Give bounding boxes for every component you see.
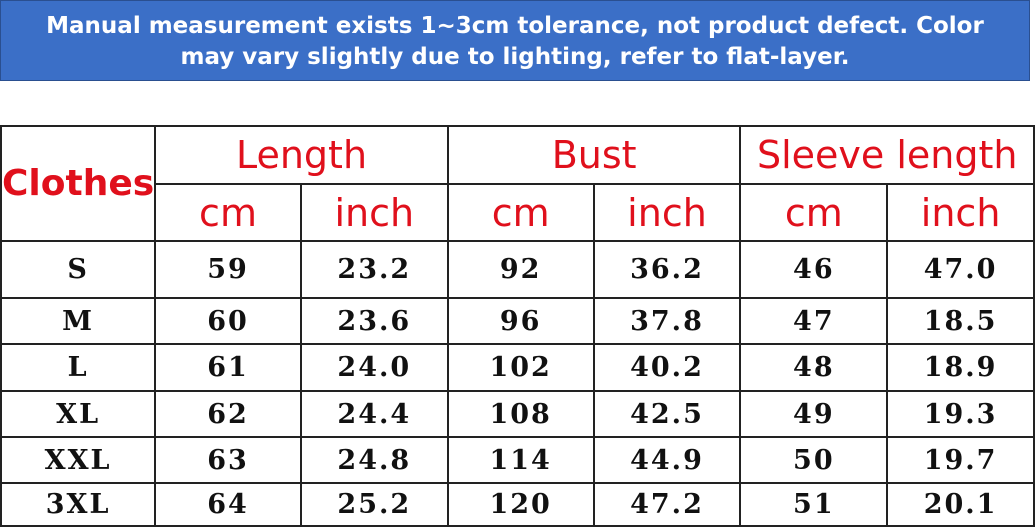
- value-cell: 23.2: [299, 240, 449, 299]
- value-cell: 51: [739, 482, 889, 527]
- group-header: Bust: [446, 125, 742, 185]
- value-cell: 47: [739, 297, 889, 345]
- value-cell: 114: [446, 436, 595, 484]
- notice-line: may vary slightly due to lighting, refer…: [180, 44, 850, 70]
- group-header: Length: [154, 125, 449, 185]
- value-cell: 96: [446, 297, 595, 345]
- value-cell: 47.2: [592, 482, 742, 527]
- unit-header: cm: [446, 183, 595, 242]
- unit-header: cm: [154, 183, 302, 242]
- value-cell: 36.2: [592, 240, 742, 299]
- value-cell: 19.7: [886, 436, 1035, 484]
- value-cell: 120: [446, 482, 595, 527]
- size-cell: M: [0, 297, 157, 345]
- value-cell: 20.1: [886, 482, 1035, 527]
- value-cell: 64: [154, 482, 302, 527]
- notice-line: Manual measurement exists 1~3cm toleranc…: [46, 13, 984, 39]
- value-cell: 62: [154, 390, 302, 438]
- value-cell: 37.8: [592, 297, 742, 345]
- unit-row: cm inch cm inch cm inch: [1, 183, 1035, 242]
- unit-header: inch: [592, 183, 742, 242]
- size-cell: XL: [0, 390, 157, 438]
- value-cell: 61: [154, 343, 302, 392]
- value-cell: 19.3: [886, 390, 1035, 438]
- value-cell: 50: [739, 436, 889, 484]
- size-cell: L: [0, 343, 157, 392]
- header-row: Clothes Length Bust Sleeve length: [0, 125, 1035, 242]
- unit-header: inch: [299, 183, 449, 242]
- size-row: L 61 24.0 102 40.2 48 18.9: [0, 343, 1035, 392]
- size-row: XL 62 24.4 108 42.5 49 19.3: [0, 390, 1035, 438]
- value-cell: 49: [739, 390, 889, 438]
- size-table: Clothes Length Bust Sleeve length cm inch cm in…: [0, 125, 1035, 527]
- value-cell: 92: [446, 240, 595, 299]
- value-cell: 18.9: [886, 343, 1035, 392]
- value-cell: 102: [446, 343, 595, 392]
- size-cell: S: [0, 240, 157, 299]
- value-cell: 108: [446, 390, 595, 438]
- size-row: S 59 23.2 92 36.2 46 47.0: [0, 240, 1035, 299]
- value-cell: 25.2: [299, 482, 449, 527]
- value-cell: 48: [739, 343, 889, 392]
- size-row: 3XL 64 25.2 120 47.2 51 20.1: [0, 482, 1035, 527]
- corner-cell: Clothes: [0, 125, 157, 242]
- value-cell: 24.4: [299, 390, 449, 438]
- notice-banner: Manual measurement exists 1~3cm toleranc…: [0, 0, 1030, 81]
- group-header: Sleeve length: [739, 125, 1035, 185]
- size-row: XXL 63 24.8 114 44.9 50 19.7: [0, 436, 1035, 484]
- size-cell: 3XL: [0, 482, 157, 527]
- value-cell: 44.9: [592, 436, 742, 484]
- value-cell: 60: [154, 297, 302, 345]
- value-cell: 24.0: [299, 343, 449, 392]
- unit-header: inch: [886, 183, 1035, 242]
- value-cell: 46: [739, 240, 889, 299]
- unit-header: cm: [739, 183, 889, 242]
- value-cell: 24.8: [299, 436, 449, 484]
- value-cell: 23.6: [299, 297, 449, 345]
- value-cell: 59: [154, 240, 302, 299]
- size-cell: XXL: [0, 436, 157, 484]
- value-cell: 18.5: [886, 297, 1035, 345]
- value-cell: 63: [154, 436, 302, 484]
- value-cell: 47.0: [886, 240, 1035, 299]
- value-cell: 42.5: [592, 390, 742, 438]
- size-row: M 60 23.6 96 37.8 47 18.5: [0, 297, 1035, 345]
- value-cell: 40.2: [592, 343, 742, 392]
